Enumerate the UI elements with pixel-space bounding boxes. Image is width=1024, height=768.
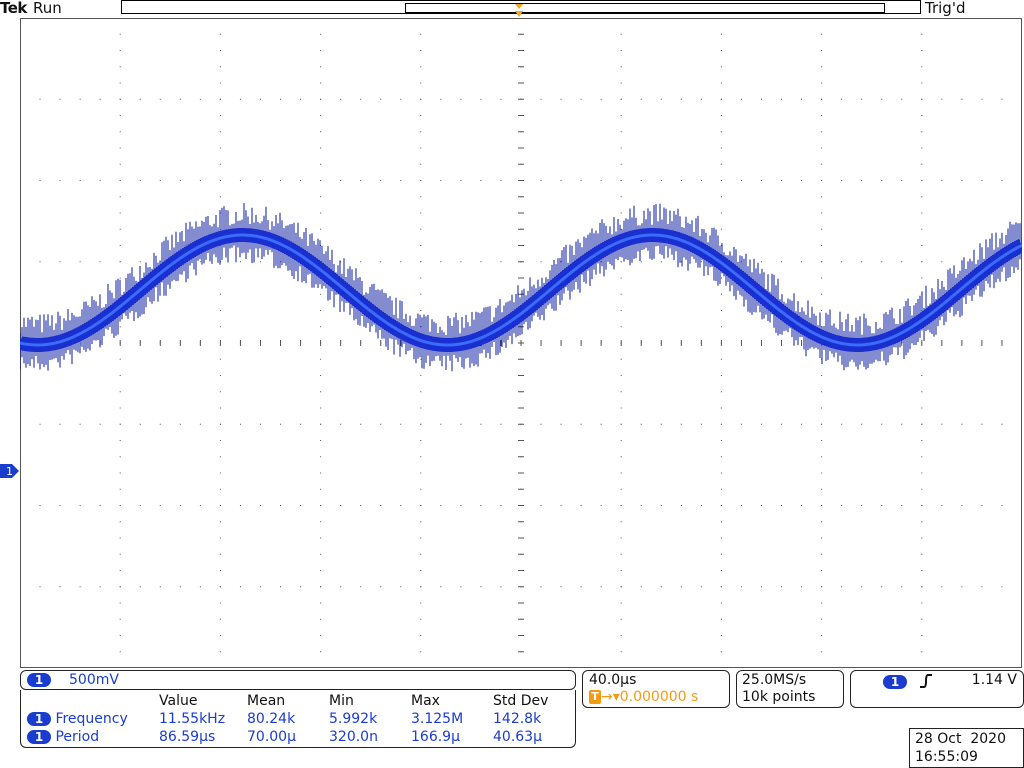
datetime-panel: 28 Oct 2020 16:55:09	[909, 728, 1024, 768]
trigger-source-badge: 1	[883, 675, 907, 689]
channel-badge: 1	[27, 730, 51, 744]
col-value: Value	[159, 693, 198, 709]
trigger-panel[interactable]: 1 1.14 V	[850, 670, 1024, 708]
grid-lines	[20, 18, 1022, 668]
measurement-mean: 80.24k	[247, 711, 296, 727]
timebase-panel[interactable]: 40.0µs T →▾0.000000 s	[582, 670, 730, 708]
measurement-max: 166.9µ	[411, 729, 460, 745]
measurement-stddev: 142.8k	[493, 711, 542, 727]
date: 28 Oct 2020	[915, 731, 1006, 747]
waveform-graticule[interactable]	[20, 18, 1022, 668]
channel-badge: 1	[27, 712, 51, 726]
measurement-max: 3.125M	[411, 711, 464, 727]
trigger-status: Trig'd	[925, 0, 966, 17]
rising-edge-icon	[920, 674, 932, 688]
acquisition-panel[interactable]: 25.0MS/s 10k points	[736, 670, 844, 708]
trigger-delay: T →▾0.000000 s	[589, 689, 698, 705]
trigger-delay-value: →▾0.000000 s	[601, 689, 699, 705]
time-per-div: 40.0µs	[589, 672, 637, 688]
col-stddev: Std Dev	[493, 693, 549, 709]
measurement-row-frequency[interactable]: 1 Frequency 11.55kHz 80.24k 5.992k 3.125…	[27, 710, 554, 728]
measurements-header-row: Value Mean Min Max Std Dev	[27, 692, 554, 710]
measurements-panel[interactable]: Value Mean Min Max Std Dev 1 Frequency 1…	[20, 690, 576, 748]
record-length: 10k points	[742, 689, 816, 705]
measurement-value: 86.59µs	[159, 729, 216, 745]
measurement-value: 11.55kHz	[159, 711, 226, 727]
trigger-position-icon	[515, 4, 523, 17]
volts-per-div: 500mV	[69, 672, 119, 688]
trigger-level: 1.14 V	[971, 672, 1017, 688]
measurement-name: Frequency	[55, 711, 128, 727]
measurement-row-period[interactable]: 1 Period 86.59µs 70.00µ 320.0n 166.9µ 40…	[27, 728, 554, 746]
measurements-table: Value Mean Min Max Std Dev 1 Frequency 1…	[27, 692, 554, 746]
col-mean: Mean	[247, 693, 286, 709]
col-min: Min	[329, 693, 354, 709]
svg-text:1: 1	[6, 465, 13, 478]
channel-badge: 1	[27, 673, 51, 687]
measurement-mean: 70.00µ	[247, 729, 296, 745]
channel-scale-panel[interactable]: 1 500mV	[20, 670, 576, 690]
trace-core	[20, 233, 1022, 347]
channel-1-trace	[20, 203, 1022, 372]
record-view-window[interactable]	[405, 3, 885, 13]
measurement-name: Period	[55, 729, 100, 745]
measurement-stddev: 40.63µ	[493, 729, 542, 745]
time: 16:55:09	[915, 749, 978, 765]
run-status: Run	[33, 0, 62, 17]
col-max: Max	[411, 693, 440, 709]
channel-1-ground-marker[interactable]: 1	[0, 463, 20, 479]
sample-rate: 25.0MS/s	[742, 672, 807, 688]
measurement-min: 5.992k	[329, 711, 378, 727]
tek-logo: Tek	[0, 0, 27, 17]
trigger-badge-icon: T	[589, 690, 601, 704]
measurement-min: 320.0n	[329, 729, 378, 745]
